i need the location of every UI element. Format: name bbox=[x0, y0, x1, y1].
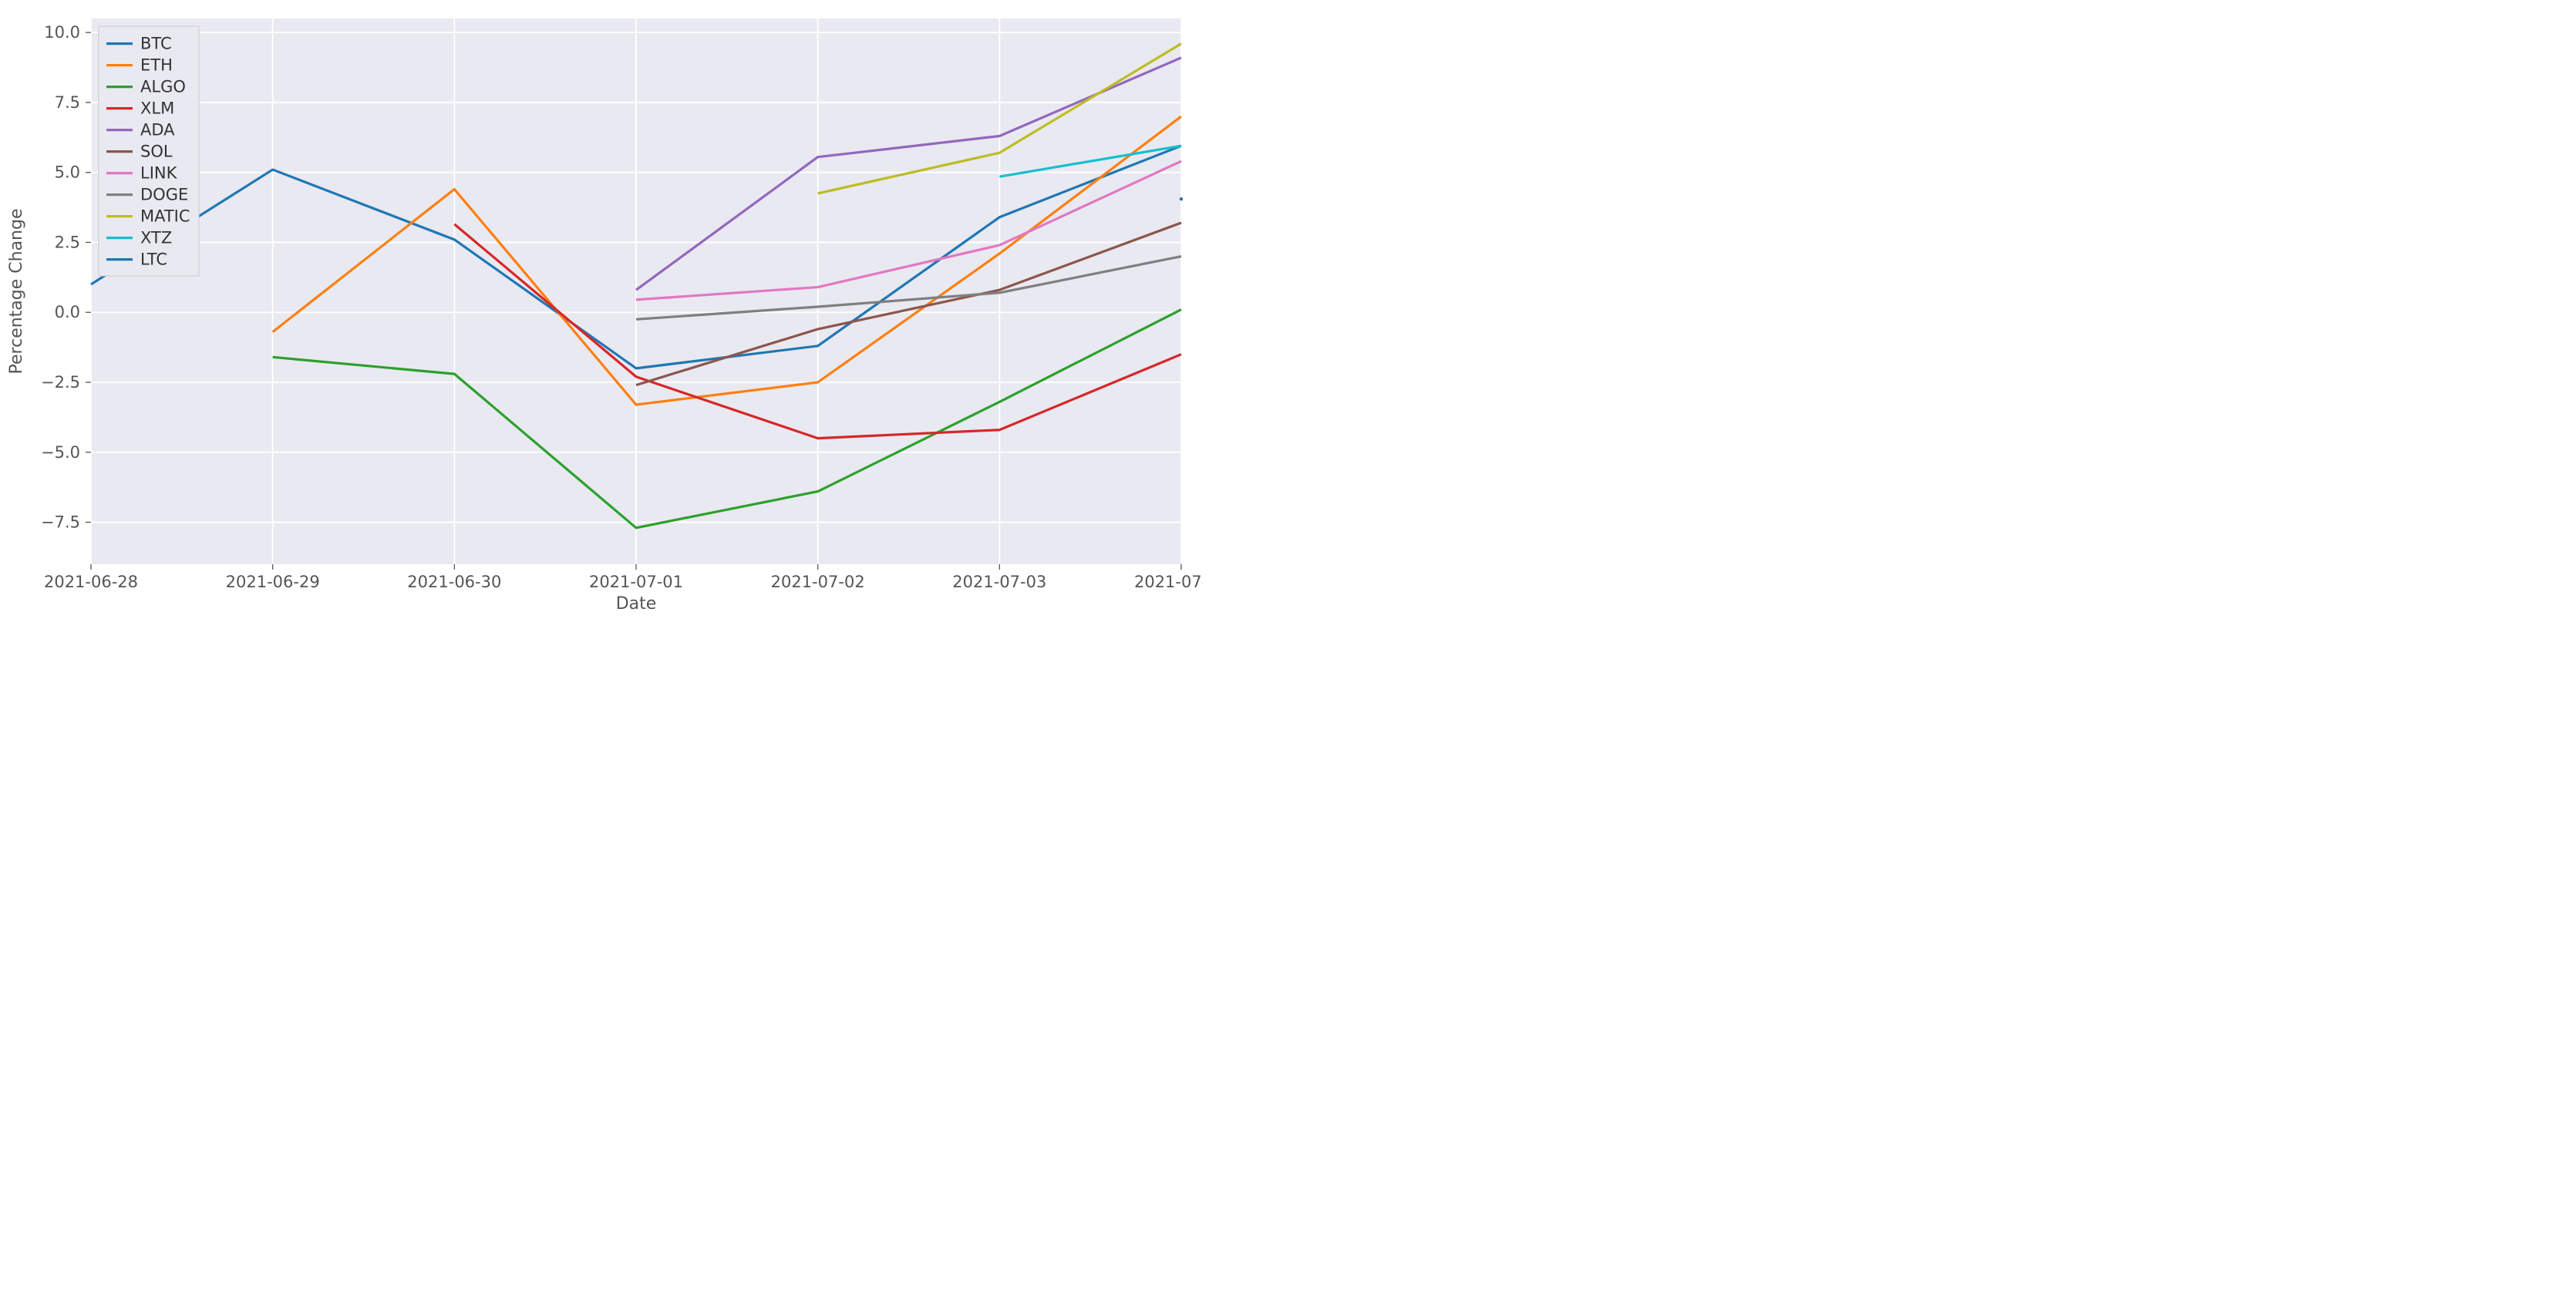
y-tick-label: 10.0 bbox=[44, 23, 80, 42]
x-tick-label: 2021-06-30 bbox=[407, 573, 501, 591]
x-axis-label: Date bbox=[616, 594, 657, 610]
legend-label-algo: ALGO bbox=[140, 78, 186, 96]
y-axis-label: Percentage Change bbox=[7, 209, 26, 375]
y-tick-label: 0.0 bbox=[55, 303, 80, 321]
legend-label-xlm: XLM bbox=[140, 99, 174, 118]
line-chart: 2021-06-28 2021-06-29 2021-06-30 2021-07-01… bbox=[0, 0, 2576, 614]
y-tick-label: −5.0 bbox=[41, 443, 80, 462]
legend-label-btc: BTC bbox=[140, 35, 172, 53]
series-point-ltc bbox=[1180, 197, 1183, 200]
legend-label-xtz: XTZ bbox=[140, 229, 172, 247]
legend-label-doge: DOGE bbox=[140, 186, 188, 204]
legend-label-ltc: LTC bbox=[140, 251, 167, 269]
legend-label-matic: MATIC bbox=[140, 207, 190, 226]
y-tick-label: 7.5 bbox=[55, 93, 80, 112]
y-tick-label: −7.5 bbox=[41, 513, 80, 532]
x-tick-label: 2021-07-01 bbox=[589, 573, 683, 591]
x-tick-label: 2021-07-04 bbox=[1134, 573, 1203, 591]
y-tick-label: −2.5 bbox=[41, 373, 80, 392]
legend-label-ada: ADA bbox=[140, 121, 175, 140]
y-tick-label: 2.5 bbox=[55, 233, 80, 251]
x-tick-label: 2021-07-03 bbox=[952, 573, 1046, 591]
x-tick-label: 2021-07-02 bbox=[771, 573, 865, 591]
legend: BTC ETH ALGO XLM ADA SOL LINK DOGE MATIC XTZ LTC bbox=[99, 26, 199, 276]
x-tick-label: 2021-06-28 bbox=[44, 573, 138, 591]
y-tick-label: 5.0 bbox=[55, 163, 80, 182]
legend-label-sol: SOL bbox=[140, 143, 173, 161]
legend-label-eth: ETH bbox=[140, 56, 173, 75]
legend-label-link: LINK bbox=[140, 164, 178, 183]
x-tick-label: 2021-06-29 bbox=[226, 573, 320, 591]
